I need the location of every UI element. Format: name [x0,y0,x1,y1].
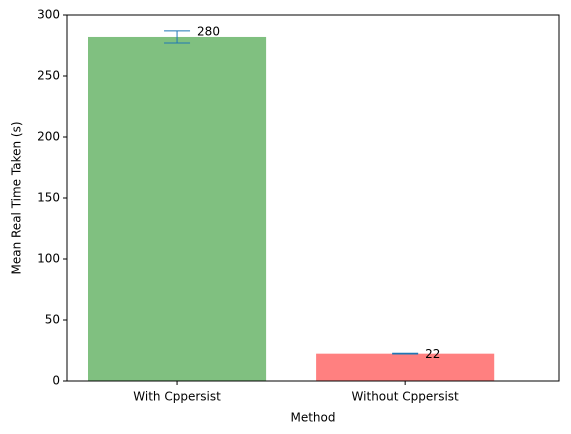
y-tick-label: 100 [37,252,60,266]
y-tick-label: 0 [52,374,60,388]
data-label: 280 [197,24,220,38]
y-tick-label: 150 [37,191,60,205]
data-label: 22 [425,347,440,361]
x-tick-label: With Cppersist [133,390,221,404]
axes-frame [66,14,560,382]
x-tick-label: Without Cppersist [352,390,459,404]
y-tick-label: 50 [45,313,60,327]
bar [316,353,495,381]
y-tick-label: 250 [37,69,60,83]
y-tick-label: 300 [37,8,60,22]
x-axis-label: Method [290,411,335,425]
y-tick-label: 200 [37,130,60,144]
bar [88,36,267,382]
y-axis-label: Mean Real Time Taken (s) [10,121,24,274]
